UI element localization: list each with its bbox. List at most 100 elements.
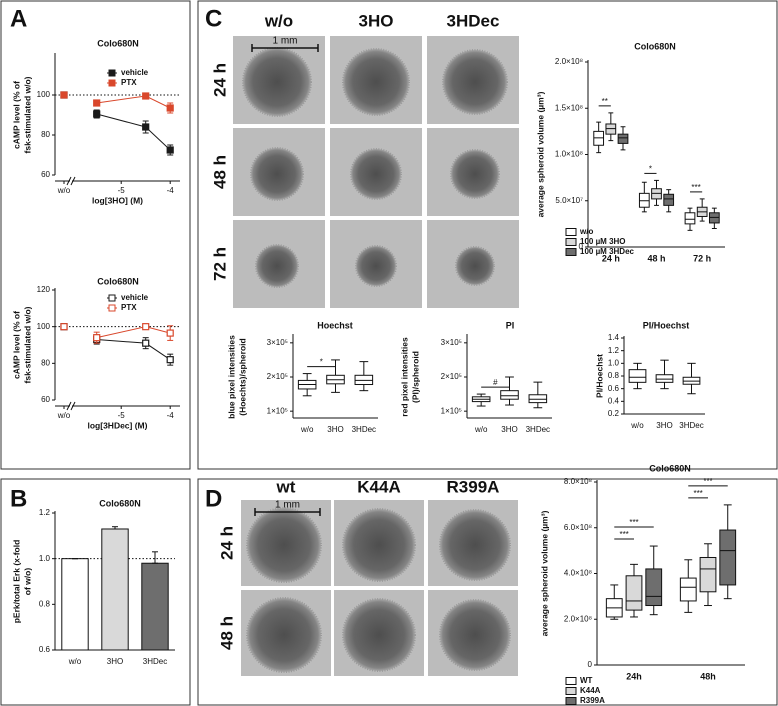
axis-break xyxy=(66,401,72,411)
x-tick-label: w/o xyxy=(300,425,314,434)
y-tick-label: 0.6 xyxy=(608,384,620,393)
y-tick-label: 8.0×10⁸ xyxy=(564,477,592,486)
spheroid xyxy=(439,599,511,671)
y-tick-label: 0.6 xyxy=(39,645,51,654)
spheroid xyxy=(350,148,402,200)
box xyxy=(617,133,629,144)
marker xyxy=(142,339,150,347)
spheroid xyxy=(442,49,508,115)
marker xyxy=(166,329,174,337)
spheroid xyxy=(450,149,500,199)
box xyxy=(684,212,696,225)
box xyxy=(663,193,675,206)
y-tick-label: 1.0×10⁸ xyxy=(555,150,583,159)
panel-letter: A xyxy=(10,5,27,32)
column-label: K44A xyxy=(357,477,400,496)
legend-marker xyxy=(108,304,116,312)
box xyxy=(354,374,374,386)
y-tick-label: 100 xyxy=(37,322,51,331)
column-label: wt xyxy=(276,477,296,496)
row-label: 48 h xyxy=(217,616,236,650)
box xyxy=(528,394,548,404)
panel-letter: B xyxy=(10,485,27,512)
marker xyxy=(166,104,174,112)
legend-marker xyxy=(108,79,116,87)
column-label: w/o xyxy=(264,11,293,30)
row-label: 24 h xyxy=(217,526,236,560)
spheroid xyxy=(246,597,322,673)
x-tick-label: 24h xyxy=(626,671,642,681)
axis-break xyxy=(66,176,72,186)
y-axis-label: blue pixel intensities xyxy=(226,335,236,419)
row-label: 24 h xyxy=(210,63,229,97)
scale-bar-label: 1 mm xyxy=(273,36,298,47)
y-tick-label: 3×10⁵ xyxy=(267,338,288,347)
panel-letter: C xyxy=(205,5,222,32)
legend-label: w/o xyxy=(579,227,593,236)
significance-label: *** xyxy=(691,183,700,192)
x-tick-label: 3HDec xyxy=(679,421,703,430)
box xyxy=(625,575,643,611)
spheroid xyxy=(255,244,299,288)
box xyxy=(655,374,674,383)
box xyxy=(679,577,697,602)
y-tick-label: 2.0×10⁸ xyxy=(564,614,592,623)
bar xyxy=(101,528,129,651)
x-tick-label: w/o xyxy=(630,421,644,430)
x-tick-label: w/o xyxy=(474,425,488,434)
box xyxy=(645,568,663,607)
significance-label: *** xyxy=(693,489,702,498)
chart-title: Colo680N xyxy=(97,276,139,286)
y-tick-label: 1×10⁵ xyxy=(441,406,462,415)
chart-title: PI xyxy=(506,320,515,330)
x-tick-label: w/o xyxy=(68,657,82,666)
series-line xyxy=(96,95,171,109)
marker xyxy=(166,146,174,154)
x-tick-label: -4 xyxy=(167,411,175,420)
y-axis-label: average spheroid volume (µm³) xyxy=(539,510,549,636)
y-tick-label: 0 xyxy=(588,660,593,669)
panel-frame xyxy=(0,478,191,706)
x-axis-label: log[3HDec] (M) xyxy=(88,420,148,430)
scale-bar-label: 1 mm xyxy=(275,500,300,511)
significance-label: * xyxy=(320,358,323,367)
significance-label: *** xyxy=(619,530,628,539)
y-tick-label: 80 xyxy=(41,358,50,367)
x-tick-label: 3HDec xyxy=(526,425,550,434)
significance-label: # xyxy=(493,378,498,387)
panel-frame xyxy=(197,478,778,706)
legend-label: PTX xyxy=(121,78,137,87)
y-axis-label: cAMP level (% of xyxy=(11,81,21,149)
legend-swatch xyxy=(565,687,577,695)
x-tick-label: 48 h xyxy=(647,253,665,263)
spheroid xyxy=(439,509,511,581)
marker xyxy=(93,110,101,118)
legend-label: vehicle xyxy=(121,68,149,77)
marker xyxy=(60,323,68,331)
legend-marker xyxy=(108,294,116,302)
y-tick-label: 60 xyxy=(41,170,50,179)
legend-label: 100 µM 3HO xyxy=(580,237,626,246)
legend-label: vehicle xyxy=(121,293,149,302)
marker xyxy=(142,92,150,100)
series-line xyxy=(96,113,171,151)
y-axis-label: fsk-stimulated w/o) xyxy=(22,76,32,153)
chart-title: Hoechst xyxy=(317,320,353,330)
x-tick-label: 72 h xyxy=(693,253,711,263)
bar xyxy=(141,562,169,651)
y-tick-label: 80 xyxy=(41,130,50,139)
y-tick-label: 1.0 xyxy=(608,358,620,367)
x-tick-label: -5 xyxy=(118,411,126,420)
significance-label: * xyxy=(649,165,652,174)
legend-swatch xyxy=(565,677,577,685)
marker xyxy=(142,123,150,131)
legend-label: K44A xyxy=(580,686,601,695)
row-label: 48 h xyxy=(210,155,229,189)
y-axis-label: (PI)/spheroid xyxy=(410,351,420,403)
x-tick-label: 48h xyxy=(700,671,716,681)
spheroid xyxy=(455,246,495,286)
legend-label: 100 µM 3HDec xyxy=(580,247,635,256)
legend-swatch xyxy=(565,697,577,705)
x-tick-label: -5 xyxy=(118,186,126,195)
